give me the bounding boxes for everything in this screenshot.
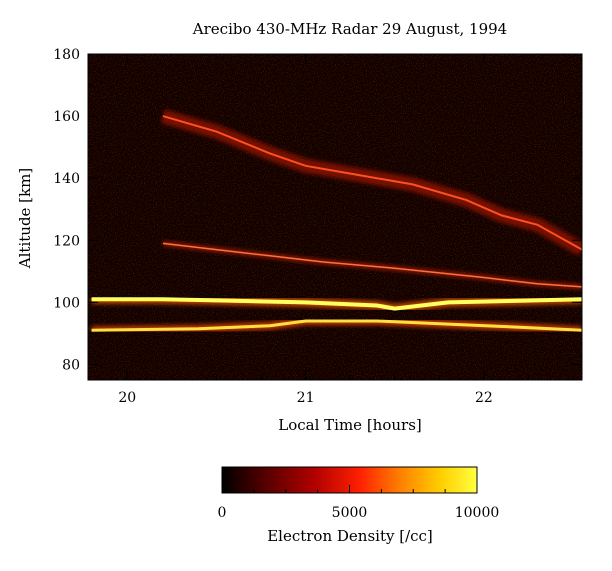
colorbar-tick-label-0: 0 (218, 505, 227, 521)
colorbar-tick-label-1: 5000 (332, 505, 368, 521)
x-tick-label-2: 22 (475, 390, 493, 406)
y-tick-label-5: 180 (53, 47, 80, 63)
colorbar-tick-label-2: 10000 (455, 505, 500, 521)
colorbar-label: Electron Density [/cc] (267, 527, 433, 545)
layer-core-2 (162, 242, 582, 288)
y-tick-label-3: 140 (53, 171, 80, 187)
layer-core-3 (162, 115, 582, 251)
x-axis-label: Local Time [hours] (278, 416, 422, 434)
heatmap-image (88, 54, 582, 380)
y-tick-label-1: 100 (53, 295, 80, 311)
chart-title: Arecibo 430-MHz Radar 29 August, 1994 (192, 20, 507, 38)
layer-core-0 (91, 297, 582, 311)
y-tick-label-4: 160 (53, 109, 80, 125)
x-tick-label-0: 20 (118, 390, 136, 406)
x-tick-label-1: 21 (297, 390, 315, 406)
y-tick-label-2: 120 (53, 233, 80, 249)
plot-frame (87, 53, 583, 381)
y-axis-label: Altitude [km] (16, 168, 34, 269)
layer-core-1 (91, 319, 582, 332)
y-tick-label-0: 80 (62, 357, 80, 373)
